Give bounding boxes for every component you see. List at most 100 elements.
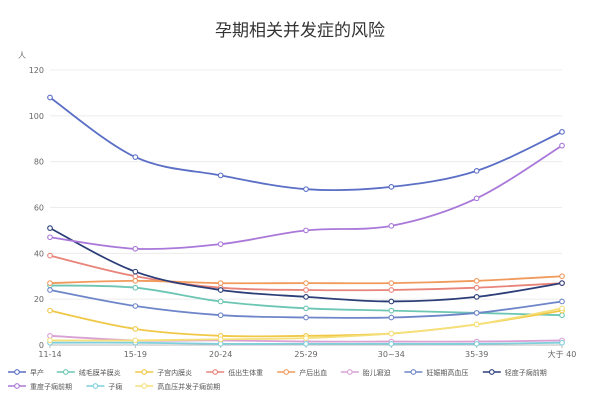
legend-marker [212, 369, 219, 375]
data-point [132, 326, 139, 332]
x-tick-label: 15-19 [124, 350, 147, 359]
series-7 [47, 225, 565, 305]
legend-marker [62, 369, 69, 375]
data-point [388, 330, 395, 337]
data-point [217, 280, 224, 286]
data-point [217, 172, 224, 179]
y-tick-label: 100 [29, 112, 44, 121]
legend-item[interactable]: 轻度子痫前期 [482, 368, 547, 377]
series-line [49, 96, 563, 191]
data-point [473, 321, 480, 328]
legend-label: 胎儿窘迫 [363, 368, 391, 377]
data-point [559, 298, 565, 305]
data-point [217, 336, 224, 343]
legend-item[interactable]: 早产 [8, 368, 44, 377]
series-8 [47, 142, 565, 252]
legend-marker [14, 369, 20, 375]
data-point [217, 298, 224, 305]
data-point [217, 241, 224, 248]
legend-marker [14, 383, 20, 389]
legend-item[interactable]: 绒毛膜羊膜炎 [56, 368, 121, 377]
legend-item[interactable]: 产后出血 [277, 368, 327, 377]
data-point [473, 167, 480, 174]
data-point [559, 305, 565, 312]
x-axis-ticks: 11-14 15-19 20-24 25-29 30~34 35-39 大于 40 [38, 345, 576, 359]
data-point [473, 294, 480, 300]
data-point [559, 142, 565, 149]
data-point [47, 332, 53, 339]
legend-item[interactable]: 低出生体重 [206, 368, 263, 377]
legend-label: 绒毛膜羊膜炎 [79, 368, 121, 377]
data-point [132, 273, 139, 280]
data-point [559, 129, 565, 135]
x-tick-label: 25-29 [294, 350, 317, 359]
legend-label: 妊娠期高血压 [426, 368, 468, 377]
legend-label: 产后出血 [299, 368, 327, 377]
legend-marker [92, 383, 99, 389]
data-point [388, 341, 395, 347]
legend-item[interactable]: 子宫内膜炎 [135, 368, 192, 377]
data-point [388, 307, 395, 314]
data-point [559, 339, 565, 346]
data-point [132, 268, 139, 275]
series-lines [47, 94, 565, 347]
data-point [47, 280, 53, 286]
data-point [47, 287, 53, 293]
data-point [388, 280, 395, 286]
x-tick-label: 35-39 [465, 350, 488, 359]
data-point [473, 341, 480, 347]
y-tick-label: 60 [34, 204, 44, 213]
legend-marker [488, 369, 495, 375]
data-point [132, 154, 139, 160]
data-point [388, 298, 395, 305]
data-point [303, 305, 309, 312]
data-point [47, 252, 53, 259]
y-tick-label: 20 [34, 295, 44, 304]
data-point [388, 314, 395, 321]
legend-marker [346, 369, 353, 375]
data-point [388, 184, 395, 190]
legend-item[interactable]: 重度子痫前期 [8, 382, 72, 391]
y-tick-label: 80 [34, 158, 44, 167]
data-point [217, 287, 224, 293]
legend-label: 早产 [30, 368, 44, 377]
data-point [473, 195, 480, 202]
data-point [559, 280, 565, 286]
data-point [303, 227, 309, 234]
legend-item[interactable]: 妊娠期高血压 [404, 368, 468, 377]
legend-label: 高血压并发子痫前期 [157, 382, 220, 391]
x-tick-label: 30~34 [378, 350, 405, 359]
x-tick-label: 11-14 [38, 350, 61, 359]
y-tick-label: 120 [29, 66, 44, 75]
series-line [49, 144, 563, 250]
series-6 [47, 287, 565, 321]
legend-label: 子宫内膜炎 [157, 368, 192, 377]
x-tick-label: 大于 40 [548, 349, 577, 359]
data-point [303, 341, 309, 347]
series-0 [47, 94, 565, 193]
legend-marker [283, 369, 290, 375]
data-point [47, 307, 53, 314]
legend-marker [141, 369, 148, 375]
data-point [132, 337, 139, 344]
data-point [47, 94, 53, 101]
legend-label: 子痫 [108, 382, 122, 391]
data-point [388, 222, 395, 229]
y-axis-ticks: 0 20 40 60 80 100 120 [29, 66, 44, 350]
data-point [473, 277, 480, 284]
series-3 [47, 252, 565, 293]
data-point [303, 280, 309, 286]
data-point [47, 234, 53, 241]
legend-item[interactable]: 子痫 [86, 382, 122, 391]
legend-item[interactable]: 胎儿窘迫 [340, 368, 391, 377]
data-point [132, 303, 139, 309]
y-tick-label: 40 [34, 249, 44, 258]
legend-label: 重度子痫前期 [30, 382, 72, 391]
data-point [303, 186, 309, 193]
legend-item[interactable]: 高血压并发子痫前期 [135, 382, 220, 391]
data-point [303, 335, 309, 341]
legend-marker [141, 383, 148, 389]
legend: 早产 绒毛膜羊膜炎 子宫内膜炎 低出生体重 产后出血 胎儿窘迫 妊娠期高血压 轻度子痫前期重度… [8, 368, 547, 391]
data-point [47, 225, 53, 231]
